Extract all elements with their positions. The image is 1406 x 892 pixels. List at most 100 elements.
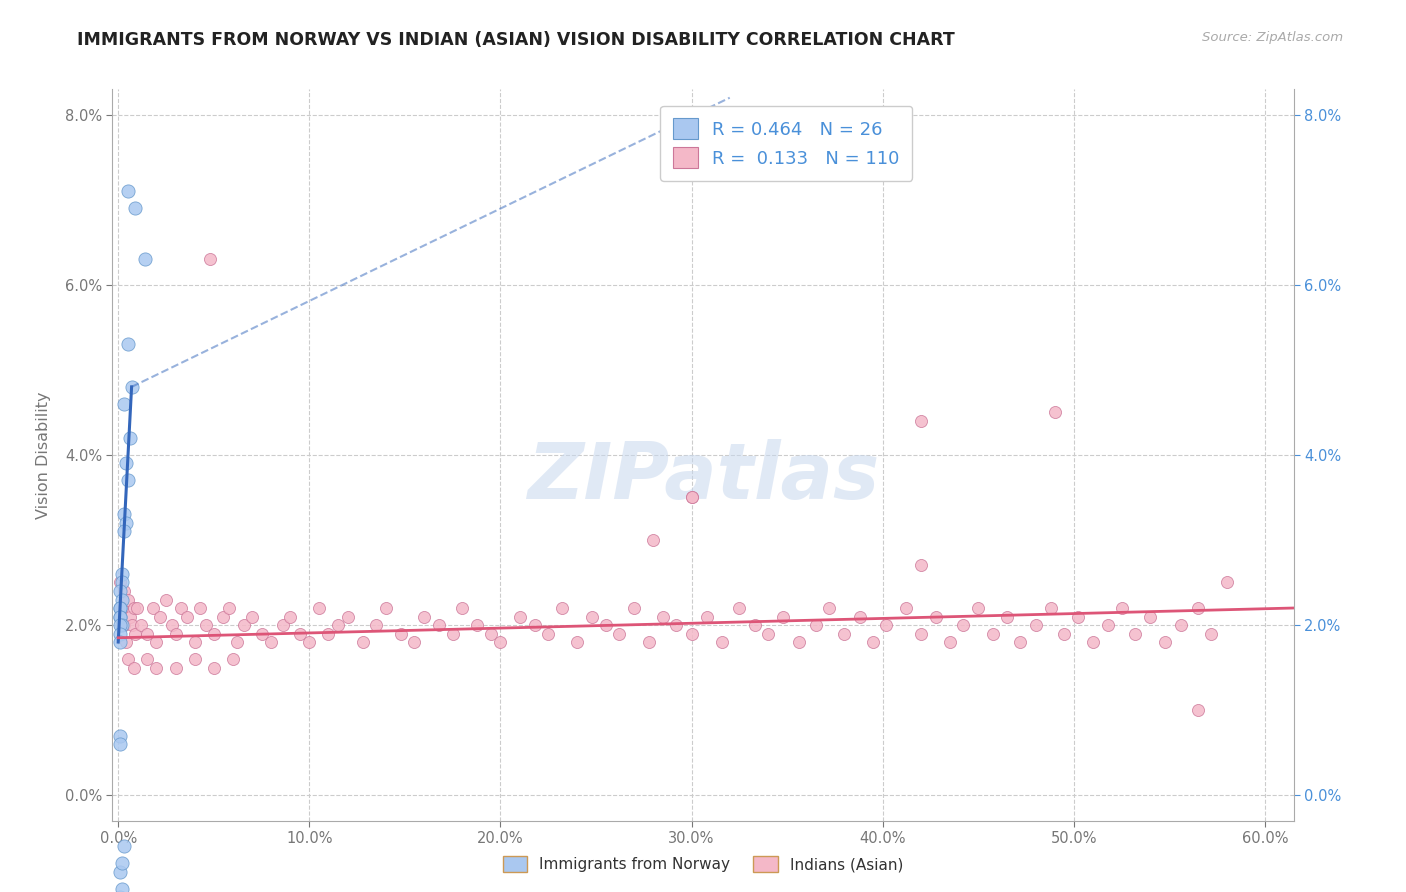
Point [298, 635, 321, 649]
Point [145, 635, 167, 649]
Point [848, 609, 870, 624]
Legend: Immigrants from Norway, Indians (Asian): Immigrants from Norway, Indians (Asian) [495, 848, 911, 880]
Point [121, 380, 143, 394]
Point [523, 618, 546, 632]
Point [115, 457, 138, 471]
Point [1081, 635, 1104, 649]
Point [127, 601, 149, 615]
Text: Source: ZipAtlas.com: Source: ZipAtlas.com [1202, 31, 1343, 45]
Point [1010, 635, 1032, 649]
Point [111, 601, 134, 615]
Point [756, 626, 779, 640]
Point [108, 584, 131, 599]
Point [352, 635, 374, 649]
Point [134, 252, 156, 267]
Point [135, 652, 157, 666]
Point [142, 601, 165, 615]
Point [336, 609, 359, 624]
Point [240, 609, 263, 624]
Point [910, 414, 932, 428]
Point [1215, 575, 1237, 590]
Point [894, 601, 917, 615]
Point [318, 626, 340, 640]
Point [122, 660, 145, 674]
Point [651, 609, 673, 624]
Point [117, 652, 139, 666]
Point [198, 252, 221, 267]
Point [108, 609, 131, 624]
Point [804, 618, 827, 632]
Point [111, 575, 134, 590]
Point [451, 601, 474, 615]
Point [108, 601, 131, 615]
Point [108, 737, 131, 751]
Point [233, 618, 256, 632]
Point [326, 618, 349, 632]
Point [565, 635, 588, 649]
Point [427, 618, 450, 632]
Point [1154, 635, 1177, 649]
Point [834, 626, 856, 640]
Point [115, 635, 138, 649]
Point [1066, 609, 1088, 624]
Point [1139, 609, 1161, 624]
Point [118, 609, 141, 624]
Point [665, 618, 688, 632]
Point [202, 660, 225, 674]
Point [108, 618, 131, 632]
Point [389, 626, 412, 640]
Point [112, 584, 135, 599]
Point [112, 524, 135, 539]
Point [983, 626, 1005, 640]
Point [623, 601, 645, 615]
Point [550, 601, 572, 615]
Point [111, 592, 134, 607]
Point [1111, 601, 1133, 615]
Point [1053, 626, 1076, 640]
Point [366, 618, 388, 632]
Point [681, 626, 703, 640]
Point [112, 397, 135, 411]
Point [607, 626, 630, 640]
Point [222, 652, 245, 666]
Point [744, 618, 766, 632]
Point [183, 652, 205, 666]
Point [108, 890, 131, 892]
Point [967, 601, 990, 615]
Point [787, 635, 810, 649]
Point [862, 635, 884, 649]
Point [772, 609, 794, 624]
Point [728, 601, 751, 615]
Point [108, 635, 131, 649]
Point [108, 601, 131, 615]
Point [250, 626, 273, 640]
Point [581, 609, 603, 624]
Text: ZIPatlas: ZIPatlas [527, 439, 879, 515]
Point [202, 626, 225, 640]
Point [117, 184, 139, 198]
Point [195, 618, 218, 632]
Point [681, 491, 703, 505]
Point [413, 609, 436, 624]
Point [910, 626, 932, 640]
Point [711, 635, 734, 649]
Point [149, 609, 172, 624]
Point [1201, 626, 1223, 640]
Point [111, 881, 134, 892]
Point [108, 609, 131, 624]
Point [122, 601, 145, 615]
Point [1187, 703, 1209, 717]
Point [260, 635, 283, 649]
Point [121, 618, 143, 632]
Point [124, 201, 146, 215]
Point [112, 839, 135, 854]
Point [160, 618, 183, 632]
Point [176, 609, 198, 624]
Point [1187, 601, 1209, 615]
Legend: R = 0.464   N = 26, R =  0.133   N = 110: R = 0.464 N = 26, R = 0.133 N = 110 [659, 105, 912, 181]
Point [108, 626, 131, 640]
Point [271, 618, 294, 632]
Point [875, 618, 897, 632]
Point [1097, 618, 1119, 632]
Point [129, 618, 152, 632]
